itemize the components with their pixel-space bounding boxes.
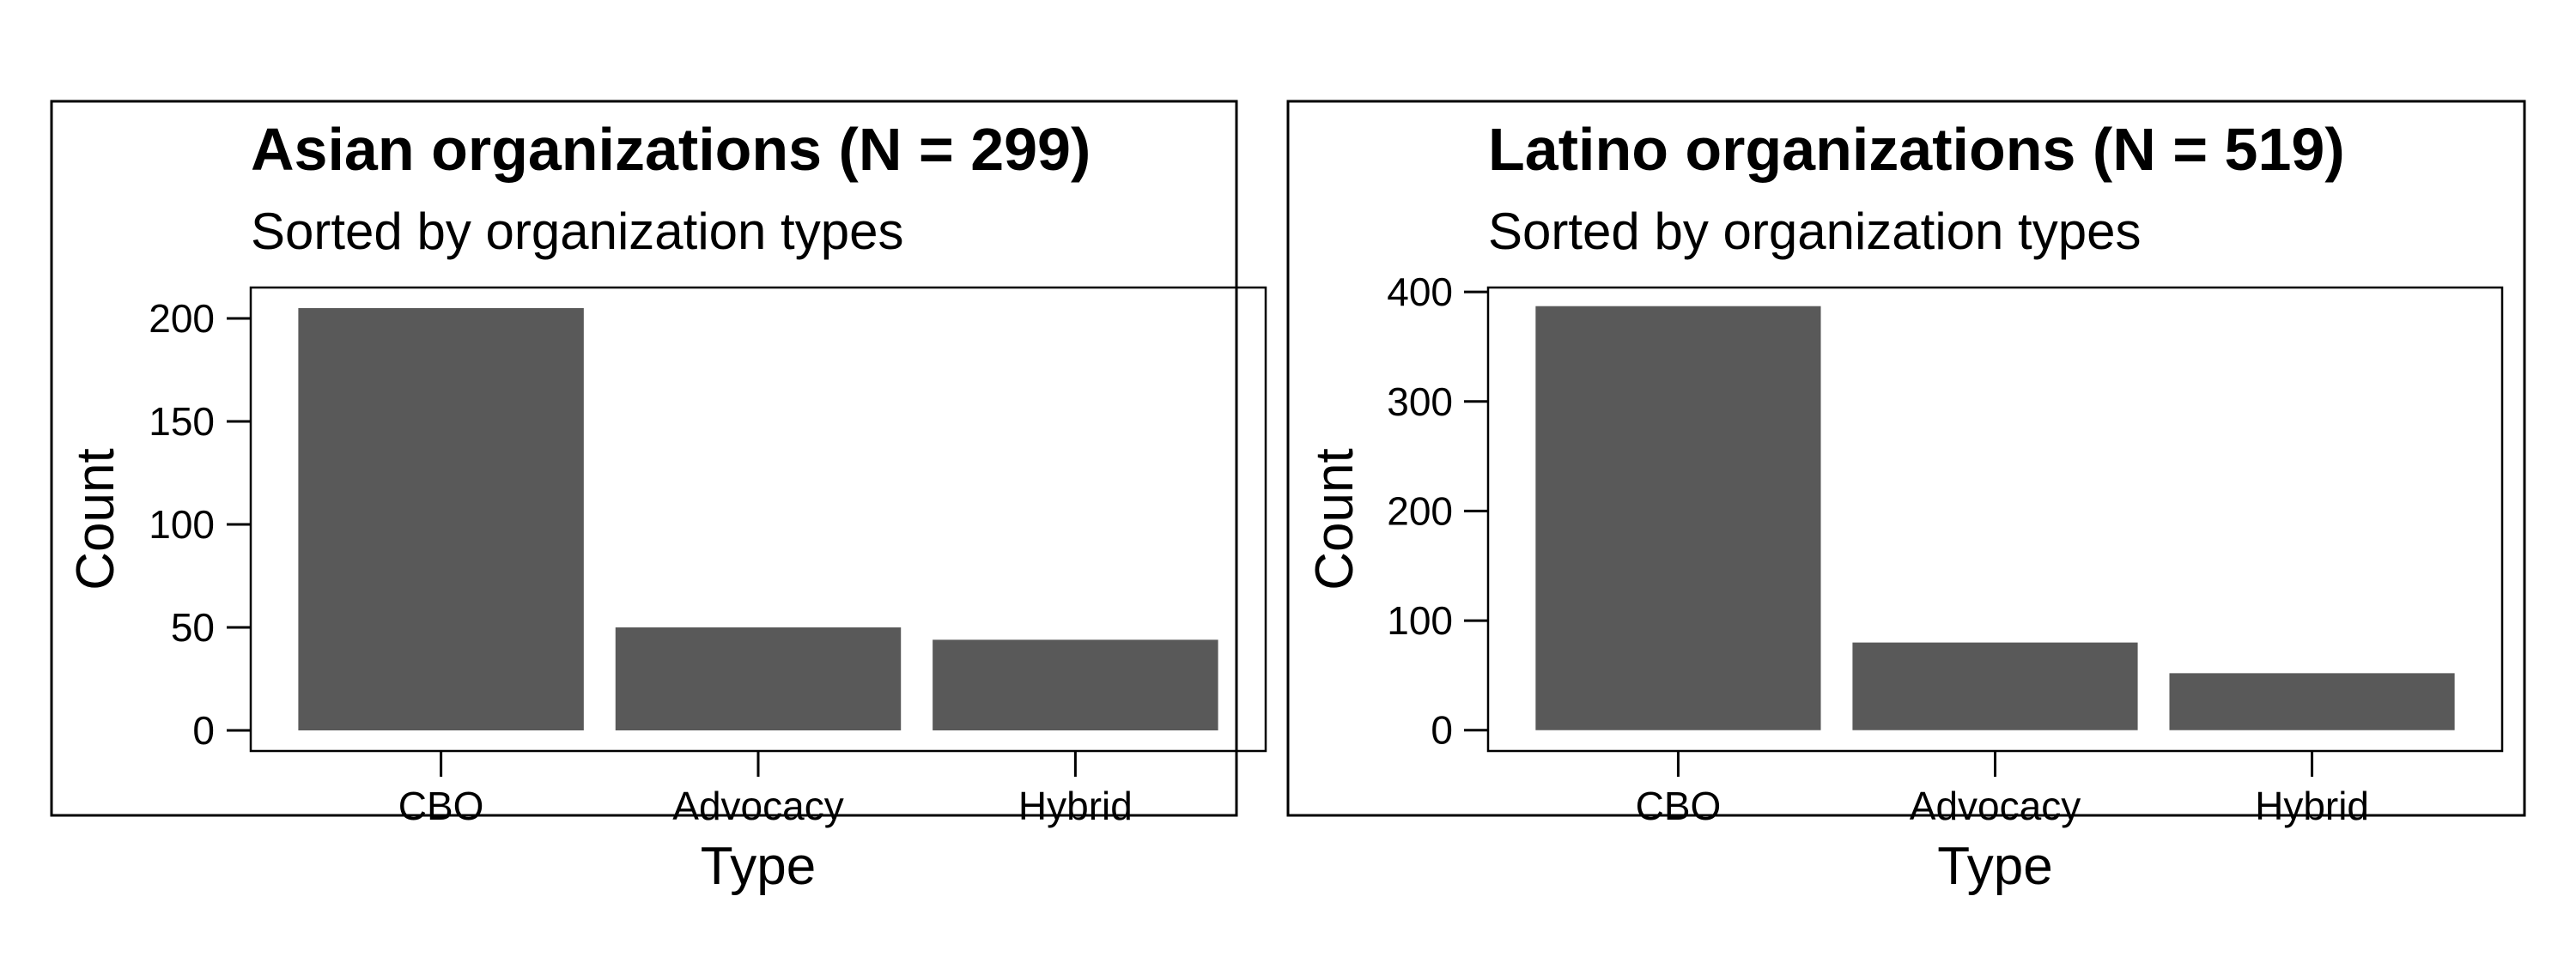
bar-hybrid — [933, 639, 1218, 730]
y-tick-label: 300 — [1387, 379, 1453, 424]
bar-cbo — [298, 308, 584, 730]
y-tick-label: 0 — [192, 708, 215, 753]
x-tick-label: Advocacy — [672, 784, 843, 828]
x-tick-label: CBO — [1636, 784, 1722, 828]
y-axis-title: Count — [1305, 448, 1364, 590]
x-axis-title: Type — [1937, 837, 2052, 896]
bar-hybrid — [2169, 673, 2455, 730]
x-tick-label: Hybrid — [1018, 784, 1133, 828]
y-tick-label: 50 — [171, 605, 215, 650]
panel-border — [1286, 100, 2526, 817]
y-tick-label: 100 — [149, 502, 215, 547]
panel-border — [50, 100, 1238, 817]
y-tick-label: 200 — [1387, 488, 1453, 533]
chart-subtitle: Sorted by organization types — [251, 203, 903, 260]
y-tick-label: 100 — [1387, 598, 1453, 643]
chart-title: Latino organizations (N = 519) — [1488, 116, 2345, 183]
bar-advocacy — [1852, 642, 2138, 730]
x-axis-title: Type — [701, 837, 816, 896]
chart-title: Asian organizations (N = 299) — [251, 116, 1091, 183]
y-axis-title: Count — [66, 448, 125, 590]
x-tick-label: Hybrid — [2255, 784, 2369, 828]
chart-panel-1: Asian organizations (N = 299) Sorted by o… — [50, 100, 1267, 896]
x-tick-label: Advocacy — [1910, 784, 2081, 828]
y-tick-label: 200 — [149, 296, 215, 341]
chart-subtitle: Sorted by organization types — [1488, 203, 2141, 260]
y-tick-label: 400 — [1387, 269, 1453, 314]
x-tick-label: CBO — [398, 784, 484, 828]
bar-cbo — [1535, 306, 1821, 730]
chart-panel-2: Latino organizations (N = 519) Sorted by … — [1286, 100, 2526, 896]
y-tick-label: 0 — [1431, 708, 1453, 753]
y-tick-label: 150 — [149, 399, 215, 444]
bar-advocacy — [615, 627, 902, 730]
